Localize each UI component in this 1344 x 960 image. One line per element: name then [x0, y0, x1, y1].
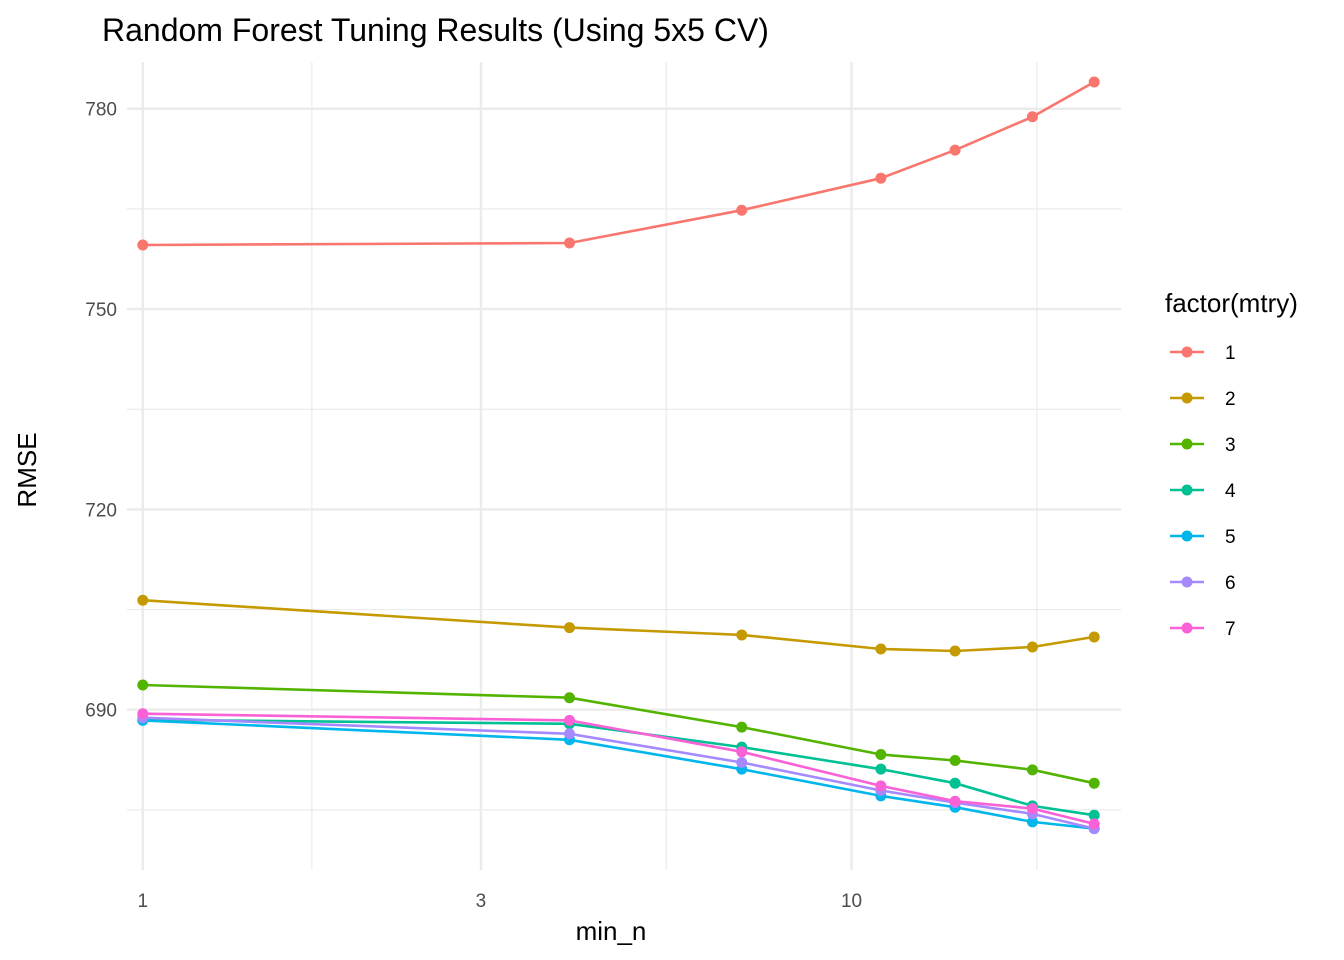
data-point	[875, 780, 887, 792]
series-line-1	[142, 80, 1095, 247]
y-tick-label: 690	[85, 701, 117, 722]
data-point	[1088, 809, 1100, 821]
data-point	[137, 679, 149, 691]
x-tick-label: 10	[841, 891, 862, 912]
legend-key-point	[1181, 530, 1193, 542]
series-line-3	[142, 683, 1095, 785]
data-point	[1026, 641, 1038, 653]
data-point	[137, 708, 149, 720]
data-point	[736, 629, 748, 641]
legend-label: 3	[1225, 435, 1236, 456]
series-7	[137, 708, 1100, 830]
data-point	[875, 643, 887, 655]
data-point	[563, 622, 575, 634]
data-point	[1088, 76, 1100, 88]
y-tick-label: 750	[85, 300, 117, 321]
legend-label: 4	[1225, 481, 1236, 502]
legend-label: 2	[1225, 389, 1236, 410]
legend-item-2: 2	[1170, 389, 1236, 410]
y-axis-title: RMSE	[12, 432, 42, 507]
legend-label: 5	[1225, 527, 1236, 548]
data-point	[563, 728, 575, 740]
legend-item-1: 1	[1170, 343, 1236, 364]
data-point	[563, 714, 575, 726]
data-point	[1088, 631, 1100, 643]
data-point	[563, 692, 575, 704]
data-point	[1088, 777, 1100, 789]
data-point	[949, 144, 961, 156]
series-line-6	[142, 716, 1095, 830]
data-point	[875, 748, 887, 760]
series-layer	[137, 76, 1100, 835]
data-point	[736, 756, 748, 768]
legend-key-point	[1181, 346, 1193, 358]
axes: 690 720 750 780 1 3 10	[85, 100, 862, 912]
legend-label: 6	[1225, 573, 1236, 594]
data-point	[563, 237, 575, 249]
legend-key-point	[1181, 392, 1193, 404]
legend-label: 1	[1225, 343, 1236, 364]
series-1	[137, 76, 1100, 251]
y-tick-label: 720	[85, 500, 117, 521]
series-3	[137, 679, 1100, 789]
data-point	[1088, 818, 1100, 830]
legend-item-7: 7	[1170, 619, 1236, 640]
data-point	[736, 721, 748, 733]
data-point	[875, 763, 887, 775]
x-tick-label: 3	[476, 891, 487, 912]
series-2	[137, 594, 1100, 657]
data-point	[875, 172, 887, 184]
legend-item-3: 3	[1170, 435, 1236, 456]
legend-item-6: 6	[1170, 573, 1236, 594]
data-point	[1026, 764, 1038, 776]
series-5	[137, 714, 1100, 835]
legend-key-point	[1181, 622, 1193, 634]
x-axis-title: min_n	[576, 916, 647, 946]
legend-title: factor(mtry)	[1165, 288, 1298, 318]
data-point	[949, 777, 961, 789]
legend-items: 1 2 3 4 5 6 7	[1170, 343, 1236, 640]
series-line-5	[142, 719, 1095, 830]
legend-item-4: 4	[1170, 481, 1236, 502]
legend-key-point	[1181, 576, 1193, 588]
series-line-2	[142, 598, 1095, 653]
data-point	[949, 645, 961, 657]
data-point	[1026, 111, 1038, 123]
x-tick-label: 1	[137, 891, 148, 912]
legend: factor(mtry) 1 2 3 4 5 6 7	[1165, 288, 1298, 640]
legend-key-point	[1181, 438, 1193, 450]
y-tick-label: 780	[85, 100, 117, 121]
legend-key-point	[1181, 484, 1193, 496]
data-point	[137, 239, 149, 251]
data-point	[949, 754, 961, 766]
data-point	[736, 746, 748, 758]
chart-title: Random Forest Tuning Results (Using 5x5 …	[102, 12, 769, 48]
legend-item-5: 5	[1170, 527, 1236, 548]
data-point	[137, 594, 149, 606]
legend-label: 7	[1225, 619, 1236, 640]
data-point	[1026, 803, 1038, 815]
data-point	[949, 795, 961, 807]
data-point	[736, 204, 748, 216]
data-point	[1026, 816, 1038, 828]
